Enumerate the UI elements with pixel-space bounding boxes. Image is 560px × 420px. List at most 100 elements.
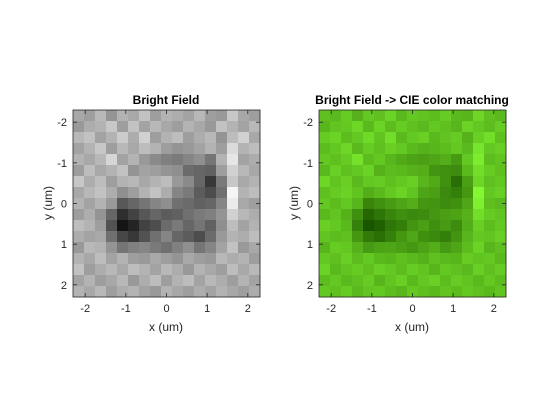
left-heatmap-cell bbox=[172, 110, 184, 122]
right-heatmap-cell bbox=[440, 121, 452, 133]
left-heatmap-cell bbox=[238, 220, 250, 232]
right-heatmap-cell bbox=[396, 143, 408, 155]
right-heatmap-cell bbox=[385, 220, 397, 232]
left-heatmap-cell bbox=[161, 132, 173, 144]
right-heatmap-cell bbox=[418, 220, 430, 232]
right-heatmap-cell bbox=[330, 110, 342, 122]
left-heatmap-cell bbox=[150, 231, 162, 243]
left-heatmap-cell bbox=[161, 176, 173, 188]
left-heatmap-cell bbox=[172, 209, 184, 221]
left-heatmap-cell bbox=[238, 165, 250, 177]
right-heatmap-cell bbox=[330, 286, 342, 298]
right-heatmap-cell bbox=[319, 220, 331, 232]
right-heatmap-cell bbox=[374, 165, 386, 177]
left-heatmap-cell bbox=[84, 198, 96, 210]
left-heatmap-cell bbox=[205, 264, 217, 276]
left-heatmap-cell bbox=[150, 187, 162, 199]
right-heatmap-cell bbox=[385, 165, 397, 177]
right-heatmap-cell bbox=[429, 231, 441, 243]
right-heatmap-cell bbox=[495, 253, 507, 265]
right-heatmap-cell bbox=[473, 220, 485, 232]
left-heatmap-cell bbox=[84, 132, 96, 144]
right-heatmap-cell bbox=[418, 286, 430, 298]
right-heatmap-cell bbox=[363, 264, 375, 276]
left-heatmap-cell bbox=[249, 275, 261, 287]
left-heatmap-cell bbox=[227, 264, 239, 276]
right-heatmap-cell bbox=[374, 275, 386, 287]
right-heatmap-cell bbox=[451, 231, 463, 243]
left-heatmap-cell bbox=[205, 176, 217, 188]
right-heatmap-cell bbox=[473, 165, 485, 177]
left-heatmap-cell bbox=[249, 264, 261, 276]
left-y-tick-label: 1 bbox=[61, 239, 67, 251]
left-heatmap-cell bbox=[139, 264, 151, 276]
left-heatmap-cell bbox=[249, 176, 261, 188]
left-heatmap-cell bbox=[128, 198, 140, 210]
left-heatmap-cell bbox=[161, 143, 173, 155]
left-heatmap-cell bbox=[216, 231, 228, 243]
left-heatmap-cell bbox=[249, 253, 261, 265]
left-y-tick-label: 0 bbox=[61, 199, 67, 211]
right-heatmap-cell bbox=[352, 143, 364, 155]
right-heatmap-cell bbox=[462, 264, 474, 276]
left-heatmap-cell bbox=[117, 165, 129, 177]
right-heatmap-cell bbox=[440, 253, 452, 265]
left-x-tick-label: 0 bbox=[163, 303, 169, 315]
left-heatmap-cell bbox=[95, 198, 107, 210]
right-heatmap-cell bbox=[363, 132, 375, 144]
right-heatmap-cell bbox=[363, 286, 375, 298]
left-heatmap-cell bbox=[238, 231, 250, 243]
right-heatmap-cell bbox=[495, 220, 507, 232]
left-heatmap-cell bbox=[95, 165, 107, 177]
left-heatmap-cell bbox=[150, 275, 162, 287]
left-x-tick-label: -2 bbox=[80, 303, 90, 315]
left-heatmap-panel: Bright Field -2 -1 0 1 2 -2 -1 0 1 2 x (um) y (um… bbox=[41, 93, 261, 334]
right-y-axis-label: y (um) bbox=[287, 186, 301, 220]
right-heatmap-cell bbox=[407, 231, 419, 243]
left-heatmap-cell bbox=[238, 253, 250, 265]
left-heatmap-cell bbox=[128, 264, 140, 276]
right-heatmap-cell bbox=[363, 231, 375, 243]
left-heatmap-cell bbox=[205, 198, 217, 210]
left-heatmap-cell bbox=[161, 286, 173, 298]
left-heatmap-cell bbox=[238, 110, 250, 122]
right-heatmap-cell bbox=[484, 132, 496, 144]
right-heatmap-cell bbox=[396, 165, 408, 177]
right-heatmap-cell bbox=[429, 198, 441, 210]
left-heatmap-cell bbox=[117, 242, 129, 254]
left-heatmap-cell bbox=[183, 165, 195, 177]
left-heatmap-cell bbox=[73, 198, 85, 210]
left-heatmap-cell bbox=[150, 209, 162, 221]
left-heatmap-cell bbox=[216, 165, 228, 177]
left-heatmap-cell bbox=[73, 132, 85, 144]
right-heatmap-cell bbox=[418, 253, 430, 265]
left-heatmap-cell bbox=[106, 176, 118, 188]
left-heatmap-cell bbox=[84, 176, 96, 188]
right-heatmap-cell bbox=[407, 165, 419, 177]
left-x-tick-label: -1 bbox=[121, 303, 131, 315]
right-heatmap-cell bbox=[429, 165, 441, 177]
right-heatmap-cell bbox=[363, 165, 375, 177]
right-heatmap-cell bbox=[352, 110, 364, 122]
right-heatmap-cell bbox=[341, 132, 353, 144]
left-heatmap-cell bbox=[128, 231, 140, 243]
right-heatmap-cell bbox=[418, 154, 430, 166]
left-heatmap-cell bbox=[73, 231, 85, 243]
left-heatmap-cell bbox=[172, 154, 184, 166]
left-heatmap-cell bbox=[249, 187, 261, 199]
right-heatmap-cell bbox=[495, 264, 507, 276]
right-heatmap-cell bbox=[352, 176, 364, 188]
left-heatmap-cell bbox=[150, 154, 162, 166]
right-heatmap-cell bbox=[418, 275, 430, 287]
right-heatmap-cell bbox=[363, 154, 375, 166]
left-heatmap-cell bbox=[183, 176, 195, 188]
right-heatmap-cell bbox=[495, 154, 507, 166]
right-heatmap-cell bbox=[429, 275, 441, 287]
right-heatmap-cell bbox=[330, 154, 342, 166]
right-x-tick-label: 0 bbox=[409, 303, 415, 315]
right-heatmap-cell bbox=[484, 264, 496, 276]
left-heatmap-cell bbox=[139, 110, 151, 122]
right-heatmap-cell bbox=[473, 286, 485, 298]
left-heatmap-cell bbox=[117, 110, 129, 122]
right-heatmap-cell bbox=[385, 154, 397, 166]
